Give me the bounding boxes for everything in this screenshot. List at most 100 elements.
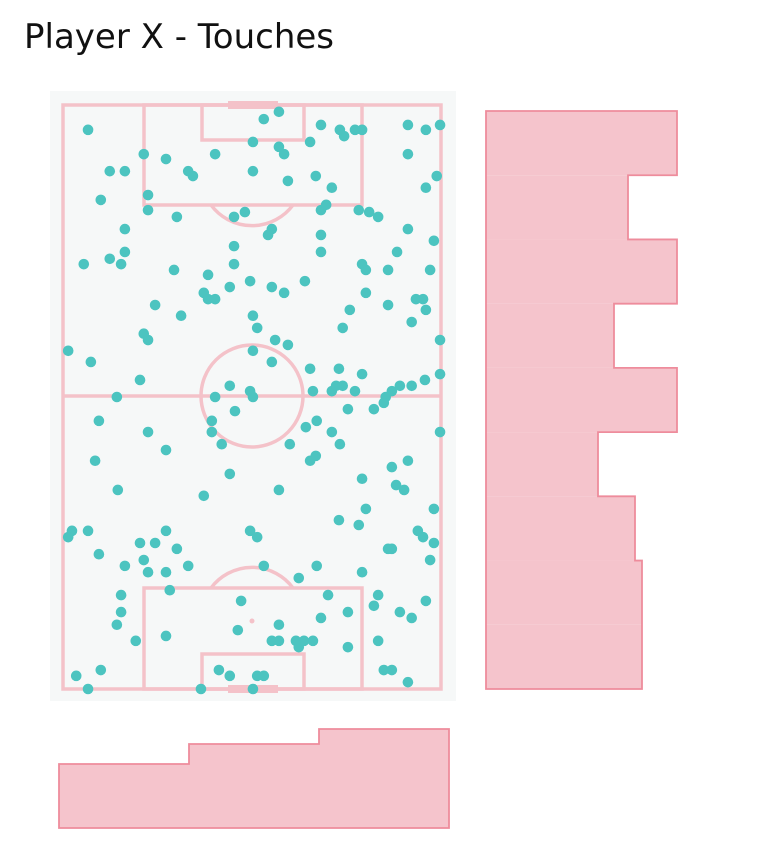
touch-point <box>266 281 278 293</box>
touch-point <box>160 525 172 537</box>
touch-point <box>363 206 375 218</box>
touch-point <box>251 322 263 334</box>
touch-point <box>149 299 161 311</box>
touch-point <box>239 206 251 218</box>
touch-point <box>130 635 142 647</box>
touch-point <box>338 130 350 142</box>
touch-point <box>112 484 124 496</box>
touch-point <box>82 124 94 136</box>
touch-point <box>82 683 94 695</box>
touch-point <box>171 543 183 555</box>
touch-point <box>142 334 154 346</box>
touch-point <box>206 426 218 438</box>
touch-point <box>310 170 322 182</box>
touch-point <box>333 363 345 375</box>
touch-point <box>284 438 296 450</box>
chart-title: Player X - Touches <box>24 17 334 57</box>
touch-point <box>394 606 406 618</box>
touch-point <box>138 148 150 160</box>
touch-point <box>258 670 270 682</box>
touch-point <box>115 258 127 270</box>
touch-point <box>282 175 294 187</box>
touch-point <box>247 391 259 403</box>
touch-point <box>353 204 365 216</box>
touch-point <box>182 560 194 572</box>
touch-point <box>209 391 221 403</box>
center-circle <box>199 343 305 449</box>
touch-point <box>417 531 429 543</box>
histogram-bar <box>486 367 677 433</box>
histogram-outline <box>485 110 678 690</box>
histogram-bar <box>486 111 677 176</box>
histogram-bar <box>486 624 642 689</box>
histogram-bar <box>319 729 449 828</box>
touch-point <box>213 664 225 676</box>
bottom-penalty-arc <box>209 565 295 590</box>
touch-point <box>424 554 436 566</box>
touch-point <box>251 531 263 543</box>
touch-point <box>160 630 172 642</box>
touch-point <box>320 199 332 211</box>
touch-point <box>119 223 131 235</box>
touch-point <box>322 589 334 601</box>
touch-point <box>386 664 398 676</box>
touch-point <box>311 560 323 572</box>
touch-point <box>299 275 311 287</box>
touch-point <box>142 566 154 578</box>
touch-point <box>115 589 127 601</box>
touch-point <box>273 141 285 153</box>
touch-point <box>273 635 285 647</box>
touch-point <box>82 525 94 537</box>
touch-point <box>417 293 429 305</box>
touch-point <box>360 503 372 515</box>
touch-point <box>368 403 380 415</box>
touch-point <box>394 380 406 392</box>
touch-point <box>278 148 290 160</box>
touch-point <box>198 490 210 502</box>
touch-point <box>244 525 256 537</box>
touch-point <box>224 670 236 682</box>
touch-point <box>402 119 414 131</box>
touch-point <box>93 415 105 427</box>
touch-point <box>168 264 180 276</box>
touch-point <box>247 345 259 357</box>
touch-point <box>382 264 394 276</box>
touch-points <box>62 106 446 695</box>
touch-point <box>356 473 368 485</box>
touch-point <box>333 514 345 526</box>
touch-point <box>434 119 446 131</box>
touch-point <box>111 619 123 631</box>
touch-point <box>402 148 414 160</box>
touch-point <box>315 229 327 241</box>
touch-point <box>273 619 285 631</box>
touch-point <box>206 415 218 427</box>
touch-point <box>278 287 290 299</box>
touch-point <box>315 119 327 131</box>
touch-point <box>175 310 187 322</box>
touch-point <box>298 635 310 647</box>
touch-point <box>419 374 431 386</box>
touch-point <box>224 281 236 293</box>
touch-point <box>273 106 285 118</box>
touch-point <box>89 455 101 467</box>
touch-point <box>258 113 270 125</box>
touch-point <box>142 426 154 438</box>
touch-point <box>269 334 281 346</box>
touch-point <box>386 461 398 473</box>
touch-point <box>406 612 418 624</box>
touch-point <box>202 269 214 281</box>
touch-point <box>424 264 436 276</box>
touch-point <box>258 560 270 572</box>
touch-point <box>273 484 285 496</box>
touch-point <box>119 246 131 258</box>
histogram-along-pitch <box>485 110 678 690</box>
touch-point <box>247 165 259 177</box>
touch-point <box>402 223 414 235</box>
histogram-bar <box>486 496 635 561</box>
touch-point <box>304 136 316 148</box>
touch-point <box>356 566 368 578</box>
touch-point <box>228 211 240 223</box>
touch-point <box>434 368 446 380</box>
touch-point <box>134 374 146 386</box>
touch-point <box>360 264 372 276</box>
